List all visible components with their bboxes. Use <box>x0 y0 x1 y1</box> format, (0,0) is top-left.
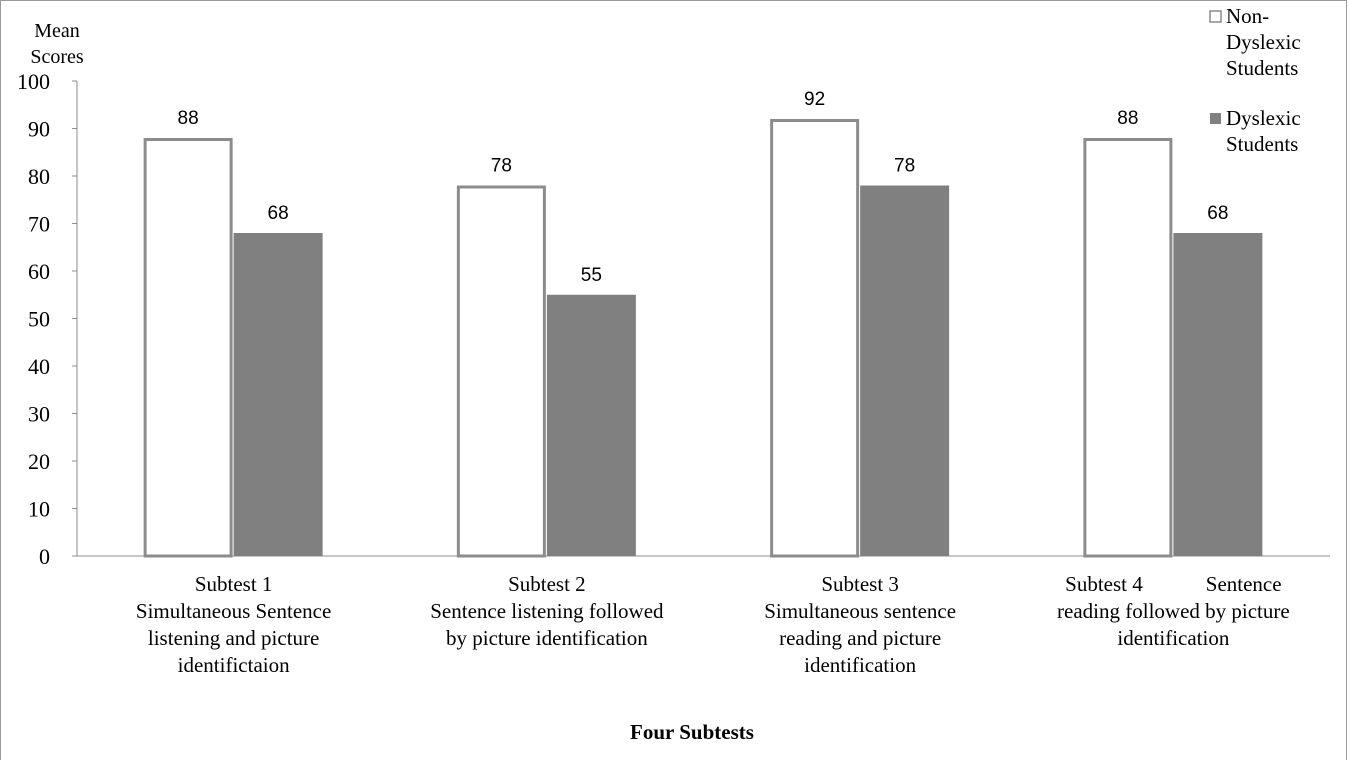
data-label: 68 <box>1207 203 1228 224</box>
legend-label-non-dyslexic: Dyslexic <box>1226 30 1301 54</box>
bar-dyslexic <box>233 233 323 556</box>
data-label: 88 <box>178 108 199 129</box>
bar-dyslexic <box>1173 233 1263 556</box>
category-label: Subtest 4 Sentence <box>1065 572 1281 596</box>
y-tick-label: 90 <box>28 117 50 142</box>
category-label: Subtest 3 <box>821 572 899 596</box>
y-tick-label: 10 <box>28 497 50 522</box>
x-axis-title: Four Subtests <box>630 720 754 744</box>
y-tick-label: 70 <box>28 212 50 237</box>
category-label: identification <box>1117 626 1229 650</box>
y-tick-label: 20 <box>28 449 50 474</box>
category-label: Subtest 1 <box>195 572 273 596</box>
data-label: 92 <box>804 89 825 110</box>
category-label: by picture identification <box>446 626 648 650</box>
data-label: 88 <box>1117 108 1138 129</box>
bar-non-dyslexic <box>1083 138 1173 558</box>
category-label: Simultaneous Sentence <box>136 599 331 623</box>
bar-dyslexic <box>546 294 636 556</box>
legend-label-non-dyslexic: Students <box>1226 56 1298 80</box>
legend-label-dyslexic: Students <box>1226 132 1298 156</box>
y-tick-label: 30 <box>28 402 50 427</box>
category-label: identifictaion <box>178 653 290 677</box>
category-label: Sentence listening followed <box>430 599 664 623</box>
category-label: Simultaneous sentence <box>764 599 956 623</box>
y-tick-label: 60 <box>28 259 50 284</box>
category-label: reading followed by picture <box>1057 599 1290 623</box>
data-label: 78 <box>894 156 915 177</box>
bar-non-dyslexic <box>143 138 233 558</box>
y-tick-label: 40 <box>28 354 50 379</box>
bar-non-dyslexic <box>770 119 860 558</box>
y-tick-label: 100 <box>17 69 50 94</box>
y-axis-title: Scores <box>30 46 84 68</box>
y-tick-label: 50 <box>28 307 50 332</box>
legend-label-dyslexic: Dyslexic <box>1226 106 1301 130</box>
legend-swatch-non-dyslexic <box>1209 10 1222 23</box>
category-label: listening and picture <box>148 626 319 650</box>
data-label: 55 <box>581 265 602 286</box>
category-label: identification <box>804 653 916 677</box>
bar-dyslexic <box>860 185 950 556</box>
category-label: reading and picture <box>779 626 941 650</box>
y-axis-title: Mean <box>34 20 80 42</box>
data-label: 78 <box>491 156 512 177</box>
legend-label-non-dyslexic: Non- <box>1226 4 1269 28</box>
y-tick-label: 0 <box>39 544 50 569</box>
legend-swatch-dyslexic <box>1210 113 1221 124</box>
data-label: 68 <box>268 203 289 224</box>
category-label: Subtest 2 <box>508 572 586 596</box>
bar-non-dyslexic <box>456 185 546 558</box>
y-tick-label: 80 <box>28 164 50 189</box>
